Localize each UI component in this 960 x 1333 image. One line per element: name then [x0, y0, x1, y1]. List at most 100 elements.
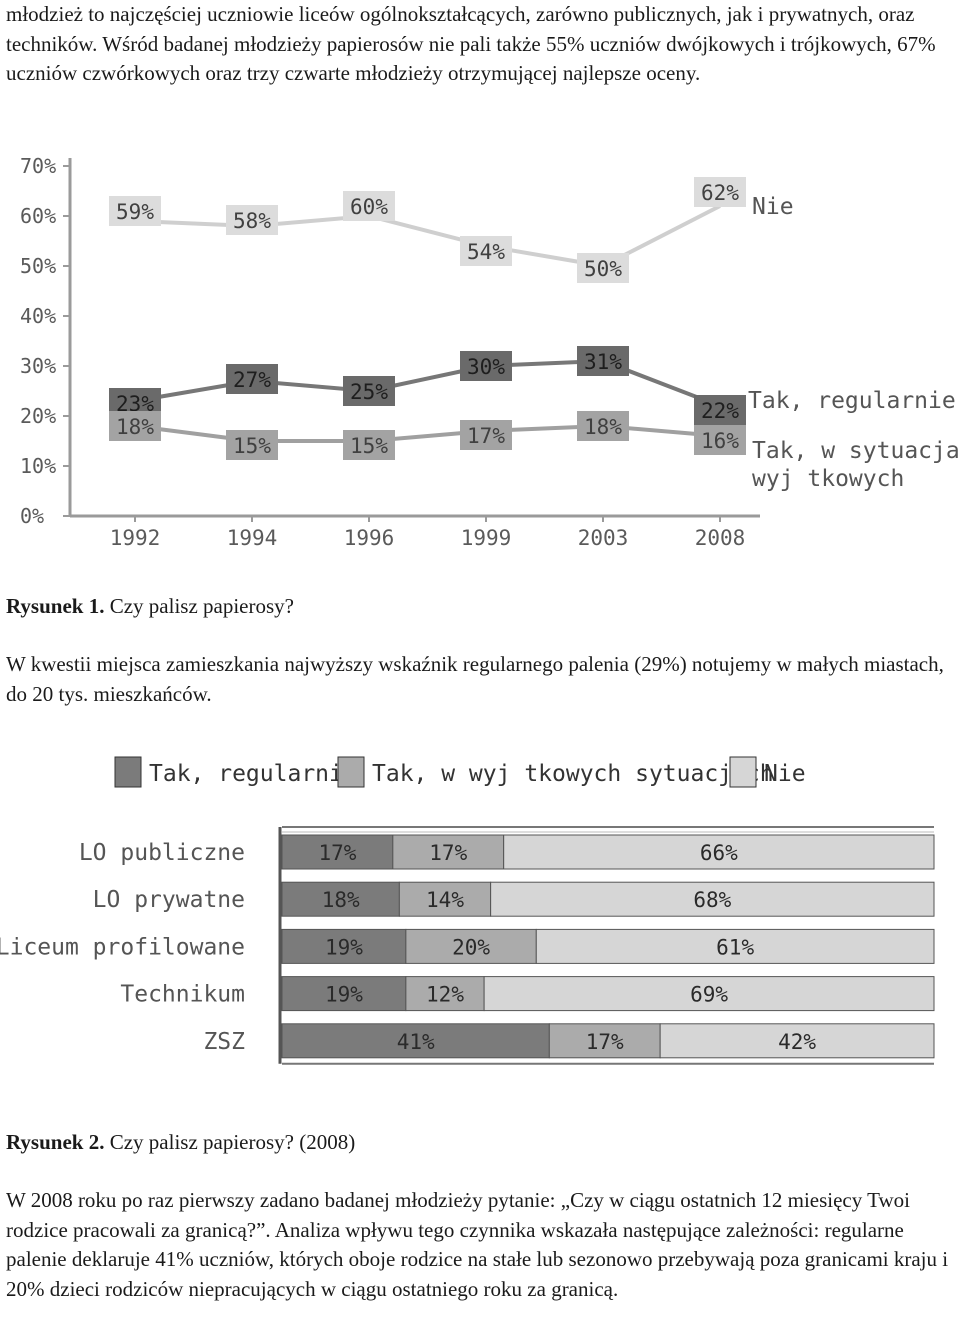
series-label-wyjatkowe-1: Tak, w sytuacjach [752, 438, 960, 464]
category-label: Technikum [120, 982, 245, 1008]
x-tick-label: 1994 [227, 526, 278, 550]
data-label: 50% [584, 257, 622, 281]
data-label: 25% [350, 380, 388, 404]
bar-value-label: 66% [700, 841, 738, 865]
bar-value-label: 12% [426, 983, 464, 1007]
category-label: LO prywatne [93, 887, 245, 913]
bar-segment [548, 1023, 661, 1059]
bar-segment [281, 928, 407, 964]
data-label: 31% [584, 350, 622, 374]
data-point-marker [343, 430, 395, 460]
bar-segment [659, 1023, 935, 1059]
x-tick-label: 2003 [578, 526, 629, 550]
bar-value-label: 17% [586, 1030, 624, 1054]
figure-2-title: Czy palisz papierosy? (2008) [109, 1130, 356, 1154]
data-label: 58% [233, 209, 271, 233]
data-point-marker [694, 425, 746, 455]
data-label: 17% [467, 424, 505, 448]
bar-segment [405, 976, 485, 1012]
x-tick-label: 1992 [110, 526, 161, 550]
series-line [134, 358, 721, 408]
bar-segment [281, 976, 407, 1012]
data-label: 30% [467, 355, 505, 379]
bar-value-label: 68% [693, 888, 731, 912]
data-point-marker [577, 346, 629, 376]
data-label: 16% [701, 429, 739, 453]
data-point-marker [577, 411, 629, 441]
data-label: 60% [350, 195, 388, 219]
data-label: 54% [467, 240, 505, 264]
data-label: 22% [701, 399, 739, 423]
data-label: 18% [116, 415, 154, 439]
figure-1-caption: Rysunek 1. Czy palisz papierosy? [6, 592, 294, 620]
data-point-marker [226, 205, 278, 235]
data-point-marker [460, 420, 512, 450]
data-point-marker [226, 430, 278, 460]
series-label-nie: Nie [752, 194, 794, 220]
legend-swatch [729, 756, 757, 788]
figure-2-caption: Rysunek 2. Czy palisz papierosy? (2008) [6, 1128, 355, 1156]
y-tick-label: 50% [20, 254, 56, 278]
data-point-marker [109, 196, 161, 226]
series-line [134, 204, 721, 269]
figure-2-label: Rysunek 2. [6, 1130, 105, 1154]
bar-value-label: 61% [716, 935, 754, 959]
y-tick-label: 0% [20, 504, 44, 528]
y-tick-label: 20% [20, 404, 56, 428]
data-point-marker [109, 411, 161, 441]
bar-value-label: 41% [397, 1030, 435, 1054]
legend-label: Tak, w wyj tkowych sytuacjach [372, 761, 774, 787]
bar-value-label: 17% [318, 841, 356, 865]
bar-value-label: 69% [690, 983, 728, 1007]
series-label-regularnie: Tak, regularnie [748, 388, 956, 414]
y-tick-label: 70% [20, 154, 56, 178]
data-label: 15% [350, 434, 388, 458]
bar-segment [398, 881, 492, 917]
legend-swatch [114, 756, 142, 788]
y-tick-label: 10% [20, 454, 56, 478]
data-label: 15% [233, 434, 271, 458]
data-label: 59% [116, 200, 154, 224]
data-point-marker [343, 376, 395, 406]
bar-segment [392, 834, 505, 870]
bar-value-label: 14% [426, 888, 464, 912]
bar-value-label: 42% [778, 1030, 816, 1054]
data-point-marker [343, 191, 395, 221]
data-label: 27% [233, 368, 271, 392]
stacked-bar-chart-school-types: Tak, regularnie Tak, w wyj tkowych sytuac… [0, 756, 935, 1065]
bar-segment [503, 834, 935, 870]
bar-value-label: 17% [429, 841, 467, 865]
data-label: 18% [584, 415, 622, 439]
bar-segment [281, 834, 394, 870]
bar-segment [281, 881, 400, 917]
bar-segment [483, 976, 935, 1012]
bar-segment [490, 881, 935, 917]
bar-value-label: 20% [452, 935, 490, 959]
bar-segment [405, 928, 537, 964]
intro-paragraph: młodzież to najczęściej uczniowie liceów… [6, 2, 936, 85]
category-label: ZSZ [203, 1029, 245, 1055]
category-label: Liceum profilowane [0, 934, 245, 960]
bar-value-label: 18% [322, 888, 360, 912]
data-point-marker [226, 364, 278, 394]
line-chart-smoking-trend: 0% 10% 20% 30% 40% 50% 60% 70% 1992 1994 1996 1999 2… [20, 154, 960, 550]
series-label-wyjatkowe-2: wyj tkowych [752, 466, 904, 492]
figure-1-title: Czy palisz papierosy? [109, 594, 294, 618]
bar-value-label: 19% [325, 983, 363, 1007]
legend-label: Tak, regularnie [149, 761, 357, 787]
data-point-marker [577, 253, 629, 283]
bar-segment [535, 928, 935, 964]
y-tick-label: 30% [20, 354, 56, 378]
figure-1-label: Rysunek 1. [6, 594, 105, 618]
category-label: LO publiczne [79, 840, 245, 866]
x-tick-label: 1999 [461, 526, 512, 550]
x-tick-label: 1996 [344, 526, 395, 550]
y-tick-label: 60% [20, 204, 56, 228]
data-point-marker [694, 177, 746, 207]
legend-swatch [337, 756, 365, 788]
data-point-marker [694, 395, 746, 425]
residence-paragraph: W kwestii miejsca zamieszkania najwyższy… [6, 652, 944, 706]
bar-value-label: 19% [325, 935, 363, 959]
data-label: 62% [701, 181, 739, 205]
parents-abroad-paragraph: W 2008 roku po raz pierwszy zadano badan… [6, 1188, 949, 1301]
